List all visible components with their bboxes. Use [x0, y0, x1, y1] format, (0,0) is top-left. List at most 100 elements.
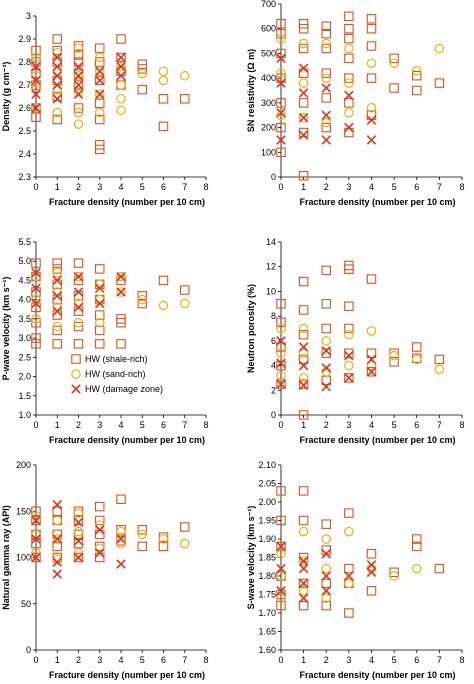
data-point-x [52, 534, 63, 544]
data-point-square [95, 529, 105, 540]
data-point-circle [95, 317, 105, 328]
data-point-circle [180, 538, 190, 549]
data-point-circle [73, 119, 84, 129]
data-point-x [31, 75, 41, 86]
data-point-circle [116, 80, 126, 90]
y-axis-title: S-wave velocity (km s⁻¹) [246, 506, 256, 610]
y-tick-label: 3.0 [18, 333, 31, 343]
data-point-circle [276, 323, 286, 334]
data-point-square [298, 171, 309, 181]
data-point-square [52, 45, 62, 56]
y-tick-label: 2.8 [18, 57, 31, 67]
x-tick-label: 5 [140, 182, 145, 192]
data-point-square [52, 264, 62, 274]
data-point-x [298, 380, 309, 391]
data-point-square [95, 325, 105, 336]
data-point-square [137, 298, 148, 309]
data-point-x [276, 541, 286, 552]
x-tick-label: 1 [301, 420, 306, 430]
data-point-square [321, 578, 331, 589]
y-tick-label: 5.0 [18, 256, 31, 266]
data-point-x [276, 336, 286, 346]
data-point-x [298, 88, 309, 98]
data-point-square [52, 57, 62, 67]
data-point-x [31, 103, 41, 113]
data-point-square [344, 508, 354, 518]
series-x [31, 500, 126, 579]
chart-panel-pwave: 0 1 2 3 4 5 6 7 8 1.0 1.5 2.0 2.5 3.0 3.5 4.0 4.5 5.0 5.5 F… [1, 237, 209, 445]
x-tick-label: 5 [140, 655, 145, 665]
data-point-square [95, 57, 105, 67]
y-tick-label: 1.60 [258, 645, 276, 655]
data-point-circle [116, 105, 126, 116]
data-point-square [321, 28, 331, 39]
data-point-square [52, 258, 62, 268]
data-point-square [137, 541, 148, 552]
data-point-square [321, 43, 331, 54]
data-point-circle [298, 373, 309, 383]
data-point-square [344, 348, 354, 358]
y-tick-label: 300 [261, 98, 276, 108]
data-point-circle [298, 348, 309, 358]
data-point-x [73, 61, 84, 72]
data-point-square [52, 114, 62, 125]
data-point-circle [52, 107, 62, 118]
data-point-circle [73, 317, 84, 328]
chart-panel-density: 0 1 2 3 4 5 6 7 8 2.3 2.4 2.5 2.6 2.7 2.8 2.9 3 Fracture … [1, 11, 209, 207]
data-point-square [276, 317, 286, 328]
data-point-x [344, 90, 354, 101]
data-point-circle [321, 593, 331, 603]
data-point-circle [73, 526, 84, 537]
data-point-x [73, 71, 84, 81]
chart-panel-swave: 0 1 2 3 4 5 6 7 8 1.60 1.65 1.70 1.75 1.80 1.85 1.90 1.9… [246, 460, 465, 680]
data-point-circle [52, 515, 62, 526]
x-tick-label: 6 [161, 420, 166, 430]
x-tick-label: 8 [203, 655, 208, 665]
data-point-square [137, 59, 148, 70]
chart-panel-resistivity: 0 1 2 3 4 5 6 7 8 0 100 200 300 400 500 600 700 Fracture … [246, 0, 465, 207]
data-point-square [31, 506, 41, 516]
x-tick-label: 3 [97, 420, 102, 430]
x-axis-title: Fracture density (number per 10 cm) [49, 670, 205, 680]
data-point-square [366, 23, 377, 34]
x-tick-label: 3 [346, 182, 351, 192]
y-tick-label: 4.5 [18, 275, 31, 285]
x-tick-label: 8 [459, 182, 464, 192]
data-point-square [52, 506, 62, 516]
x-tick-label: 7 [182, 420, 187, 430]
data-point-square [298, 515, 309, 526]
data-point-square [298, 127, 309, 138]
data-point-x [73, 517, 84, 528]
data-point-circle [116, 538, 126, 549]
data-point-square [411, 342, 422, 352]
data-point-circle [137, 294, 148, 305]
data-point-square [366, 274, 377, 284]
data-point-square [344, 73, 354, 83]
x-tick-label: 6 [161, 655, 166, 665]
data-point-circle [180, 298, 190, 309]
data-point-x [31, 552, 41, 563]
data-point-square [276, 541, 286, 552]
data-point-circle [52, 48, 62, 58]
x-tick-label: 7 [437, 655, 442, 665]
data-point-square [389, 53, 399, 64]
data-point-square [95, 310, 105, 320]
data-point-circle [321, 534, 331, 544]
data-point-circle [321, 117, 331, 128]
data-point-square [31, 112, 41, 122]
data-point-square [52, 339, 62, 349]
y-tick-label: 700 [261, 0, 276, 9]
data-point-x [73, 552, 84, 563]
data-point-square [366, 14, 377, 24]
data-point-x [94, 66, 105, 76]
data-point-square [116, 52, 126, 63]
data-point-circle [321, 563, 331, 574]
data-point-x [344, 571, 354, 581]
x-tick-label: 4 [369, 420, 374, 430]
data-point-x [73, 536, 84, 546]
x-tick-label: 2 [76, 655, 81, 665]
data-point-circle [298, 38, 309, 49]
data-point-square [411, 541, 422, 552]
y-tick-label: 3 [26, 11, 31, 21]
